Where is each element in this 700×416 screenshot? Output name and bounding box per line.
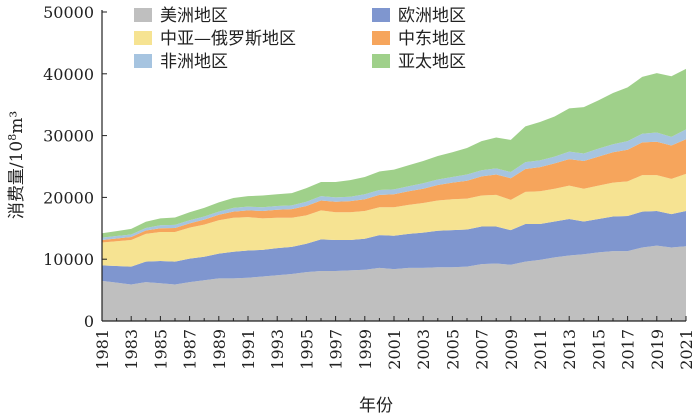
x-tick-label: 2011 [531,329,550,370]
legend-swatch-0 [134,8,152,22]
x-tick-label: 1987 [181,329,200,370]
x-tick-label: 2009 [502,329,521,370]
x-tick-label: 2013 [560,329,579,370]
x-tick-label: 2015 [589,329,608,370]
y-axis-ticks: 0 10000 20000 30000 40000 50000 [43,3,107,331]
legend-label-2: 中亚—俄罗斯地区 [160,29,296,49]
x-tick-label: 1983 [122,329,141,370]
x-tick-label: 2007 [473,329,492,370]
x-tick-label: 2001 [385,329,404,370]
x-tick-label: 1997 [327,329,346,370]
area-series-0 [102,245,686,321]
area-series-5 [102,68,686,238]
legend-label-3: 中东地区 [398,29,466,49]
y-axis-title-sup: 8 [6,134,19,141]
area-layer [102,68,686,321]
x-axis-ticks: 1981 1983 1985 1987 1989 1991 1993 1995 1997 1999… [93,316,696,370]
legend-swatch-3 [372,31,390,45]
x-tick-label: 2017 [619,329,638,370]
y-tick-label: 20000 [43,188,94,207]
x-axis-title: 年份 [359,396,393,416]
x-tick-label: 2019 [648,329,667,370]
legend-swatch-5 [372,54,390,68]
y-axis-title-main: 消费量/10 [7,141,27,219]
legend-label-4: 非洲地区 [160,52,228,72]
x-tick-label: 2021 [677,329,696,370]
y-tick-label: 10000 [43,250,94,269]
y-axis-title: 消费量/108m³ [6,111,27,219]
x-tick-label: 1989 [210,329,229,370]
x-tick-label: 1999 [356,329,375,370]
y-tick-label: 50000 [43,3,94,22]
y-tick-label: 40000 [43,65,94,84]
y-tick-label: 0 [84,312,94,331]
x-tick-label: 1981 [93,329,112,370]
area-series-1 [102,211,686,285]
legend-label-1: 欧洲地区 [398,6,466,26]
area-series-3 [102,139,686,243]
y-tick-label: 30000 [43,127,94,146]
legend-swatch-2 [134,31,152,45]
x-tick-label: 2005 [443,329,462,370]
y-axis-title-unit: m³ [7,111,27,134]
x-tick-label: 1995 [297,329,316,370]
legend-label-0: 美洲地区 [160,6,228,26]
x-tick-label: 2003 [414,329,433,370]
area-series-2 [102,173,686,267]
legend-swatch-4 [134,54,152,68]
legend-label-5: 亚太地区 [398,52,466,72]
legend-swatch-1 [372,8,390,22]
x-tick-label: 1993 [268,329,287,370]
x-tick-label: 1991 [239,329,258,370]
x-tick-label: 1985 [151,329,170,370]
